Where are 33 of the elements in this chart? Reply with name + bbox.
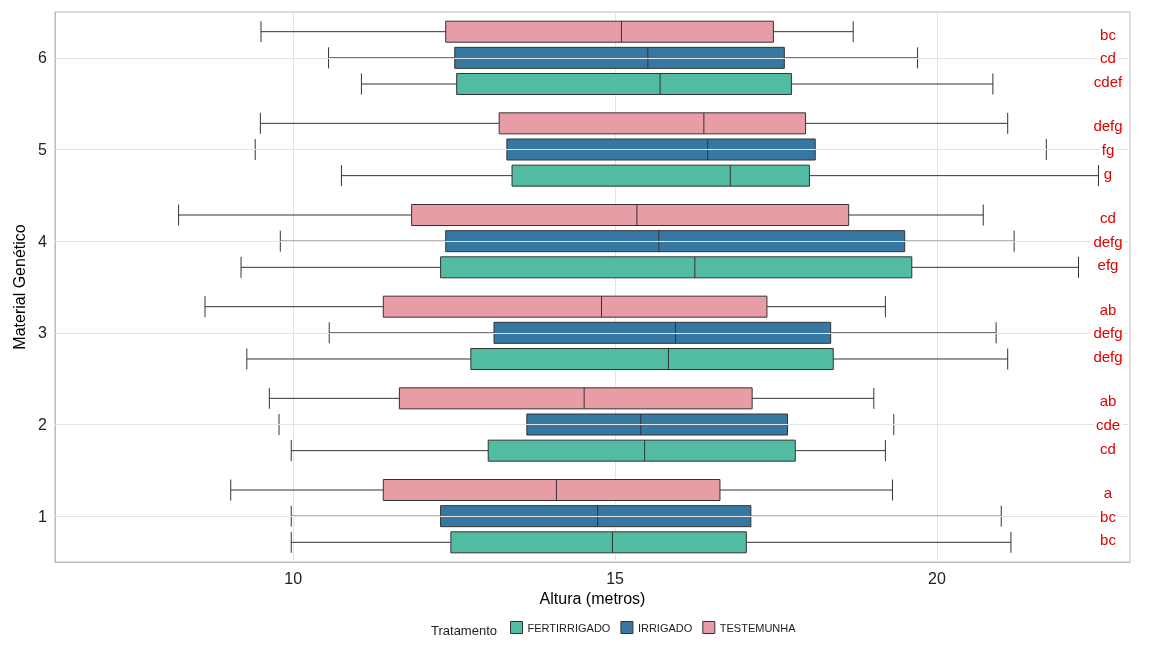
x-tick-label: 20 <box>927 569 946 587</box>
x-axis-title: Altura (metros) <box>539 590 646 608</box>
y-tick-label: 1 <box>38 507 48 525</box>
text: cd <box>1100 49 1116 67</box>
text: bc <box>1100 507 1116 525</box>
text: cd <box>1100 208 1116 226</box>
text: cde <box>1095 416 1121 433</box>
legend-label: IRRIGADO <box>637 621 693 634</box>
legend-label: FERTIRRIGADO <box>527 621 611 634</box>
text: defg <box>1093 232 1123 250</box>
text: defg <box>1093 348 1123 366</box>
text: g <box>1103 164 1113 182</box>
y-tick-label: 6 <box>38 49 48 67</box>
text: efg <box>1097 256 1119 274</box>
y-tick-label: 4 <box>38 232 48 250</box>
text: defg <box>1093 117 1123 135</box>
text: fg <box>1101 141 1115 158</box>
text: defg <box>1093 324 1123 342</box>
text: cd <box>1100 439 1116 457</box>
x-tick-label: 15 <box>606 569 625 587</box>
legend-title: Tratamento <box>431 623 498 638</box>
x-tick-label: 10 <box>284 569 303 587</box>
text: ab <box>1099 392 1117 410</box>
text: cdef <box>1093 73 1123 91</box>
legend-label: TESTEMUNHA <box>719 621 797 634</box>
y-tick-label: 2 <box>38 416 48 433</box>
text: bc <box>1100 25 1116 43</box>
text: ab <box>1099 300 1117 318</box>
text: bc <box>1100 531 1116 549</box>
y-tick-label: 3 <box>38 324 48 342</box>
y-axis-title: Material Genético <box>10 224 28 350</box>
y-tick-label: 5 <box>38 141 48 158</box>
text: a <box>1103 483 1113 501</box>
